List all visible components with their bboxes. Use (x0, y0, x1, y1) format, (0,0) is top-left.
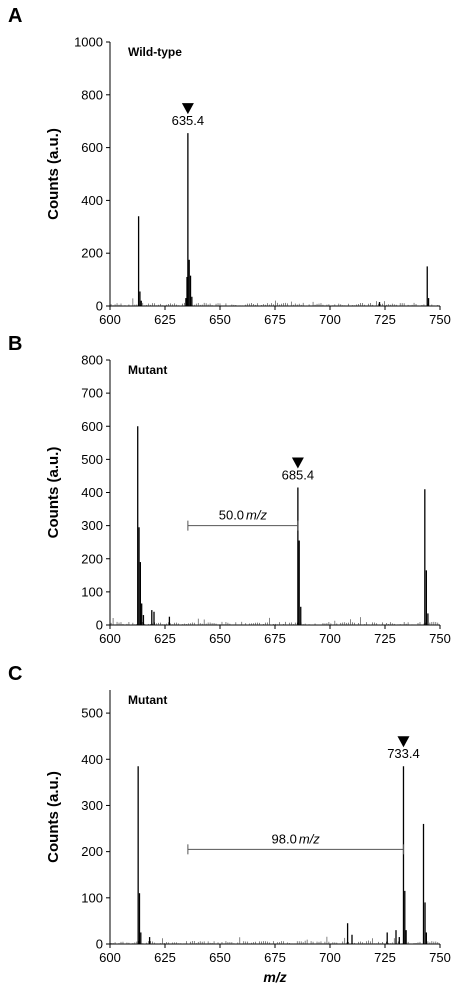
chart-panel-a: A 0 200 400 600 800 1000 600 625 650 675 700 725 750 C… (8, 5, 451, 327)
y-tick-label: 600 (81, 140, 103, 155)
x-tick-label: 600 (99, 631, 121, 646)
panel-letter: C (8, 663, 22, 685)
y-axis-label: Counts (a.u.) (45, 128, 62, 220)
y-tick-label: 400 (81, 193, 103, 208)
y-axis-label: Counts (a.u.) (45, 771, 62, 863)
y-tick-label: 700 (81, 386, 103, 401)
peak-marker-arrow (181, 103, 194, 115)
y-tick-label: 100 (81, 890, 103, 905)
y-tick-label: 1000 (74, 35, 103, 50)
y-tick-label: 400 (81, 485, 103, 500)
x-tick-label: 700 (319, 312, 341, 327)
y-tick-label: 400 (81, 752, 103, 767)
peak-value-label: 685.4 (282, 468, 315, 483)
y-tick-label: 0 (96, 937, 103, 952)
y-tick-label: 500 (81, 706, 103, 721)
peak-value-label: 635.4 (172, 113, 205, 128)
x-tick-label: 725 (374, 312, 396, 327)
x-tick-label: 600 (99, 312, 121, 327)
difference-unit: m/z (246, 508, 267, 523)
x-tick-label: 650 (209, 950, 231, 965)
y-tick-label: 500 (81, 452, 103, 467)
x-tick-label: 725 (374, 950, 396, 965)
y-tick-label: 200 (81, 844, 103, 859)
x-tick-label: 675 (264, 312, 286, 327)
x-tick-label: 700 (319, 631, 341, 646)
baseline-noise (110, 617, 439, 625)
y-tick-label: 300 (81, 798, 103, 813)
x-tick-label: 650 (209, 312, 231, 327)
x-tick-label: 675 (264, 631, 286, 646)
difference-value: 98.0 (272, 831, 297, 846)
chart-panel-c: C 0 100 200 300 400 500 600 625 650 675 700 725 750 Co… (8, 663, 451, 985)
x-tick-label: 650 (209, 631, 231, 646)
x-tick-label: 625 (154, 312, 176, 327)
y-tick-label: 800 (81, 87, 103, 102)
chart-panel-b: B 0 100 200 300 400 500 600 700 800 600 625 650 675 70… (8, 333, 451, 646)
y-tick-label: 200 (81, 246, 103, 261)
x-tick-label: 600 (99, 950, 121, 965)
y-tick-label: 300 (81, 518, 103, 533)
x-tick-label: 675 (264, 950, 286, 965)
peak-marker-arrow (291, 457, 304, 469)
baseline-noise (110, 936, 439, 944)
x-tick-label: 625 (154, 631, 176, 646)
difference-unit: m/z (299, 831, 320, 846)
peak-value-label: 733.4 (387, 746, 420, 761)
y-tick-label: 0 (96, 299, 103, 314)
difference-label: 50.0 m/z (219, 508, 268, 523)
y-tick-label: 100 (81, 584, 103, 599)
sample-label: Mutant (128, 363, 167, 377)
y-tick-label: 600 (81, 419, 103, 434)
x-axis-label: m/z (263, 969, 286, 985)
panel-letter: B (8, 333, 22, 355)
peak-marker-arrow (397, 736, 410, 748)
y-tick-label: 0 (96, 618, 103, 633)
x-tick-label: 750 (429, 312, 451, 327)
y-axis-label: Counts (a.u.) (45, 447, 62, 539)
sample-label: Mutant (128, 693, 167, 707)
y-tick-label: 200 (81, 551, 103, 566)
x-tick-label: 750 (429, 631, 451, 646)
x-tick-label: 700 (319, 950, 341, 965)
x-tick-label: 750 (429, 950, 451, 965)
x-tick-label: 725 (374, 631, 396, 646)
sample-label: Wild-type (128, 45, 182, 59)
difference-label: 98.0 m/z (272, 831, 321, 846)
y-tick-label: 800 (81, 353, 103, 368)
difference-value: 50.0 (219, 508, 244, 523)
panel-letter: A (8, 5, 22, 27)
x-tick-label: 625 (154, 950, 176, 965)
baseline-noise (110, 298, 439, 306)
